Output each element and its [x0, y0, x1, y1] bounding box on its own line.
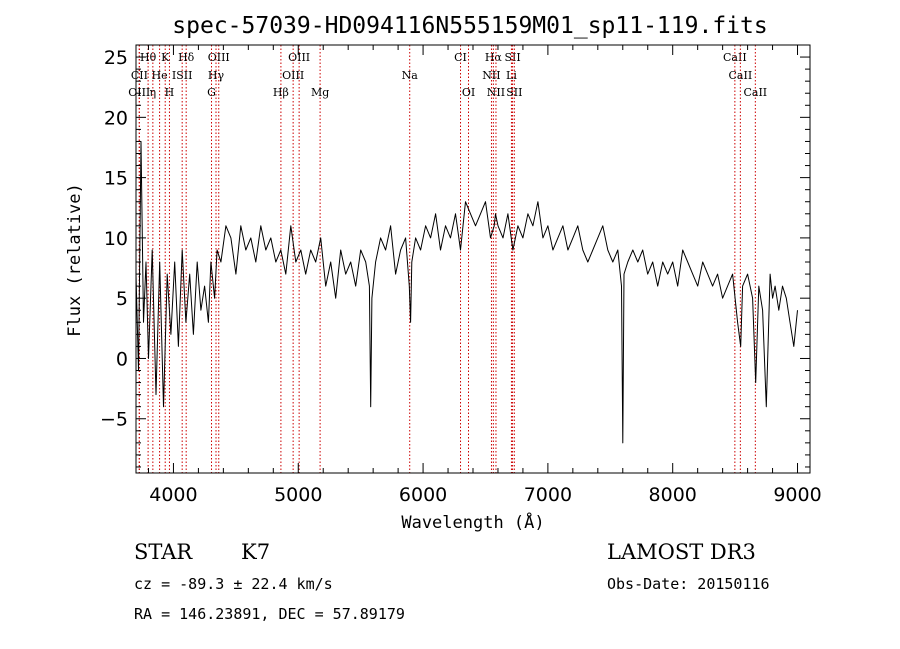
line-marker-label: Hδ — [178, 51, 195, 64]
line-marker-label: Hβ — [273, 86, 289, 99]
y-tick-label: 20 — [104, 107, 128, 129]
line-marker-label: Li — [506, 69, 517, 82]
line-marker-label: SII — [504, 51, 520, 64]
y-axis-label: Flux (relative) — [65, 183, 85, 337]
x-tick-label: 7000 — [524, 484, 572, 506]
line-marker-label: OIII — [288, 51, 310, 64]
y-tick-label: −5 — [100, 409, 128, 431]
ra-dec: RA = 146.23891, DEC = 57.89179 — [134, 605, 405, 623]
line-marker-label: NII — [482, 69, 500, 82]
x-tick-label: 4000 — [149, 484, 197, 506]
object-class: STAR — [134, 540, 193, 564]
line-marker-label: OIII — [282, 69, 304, 82]
y-tick-label: 0 — [116, 348, 128, 370]
line-marker-label: OIII — [208, 51, 230, 64]
y-tick-label: 5 — [116, 288, 128, 310]
x-tick-label: 8000 — [649, 484, 697, 506]
line-marker-label: ISII — [172, 69, 193, 82]
axes-ticks: 4000 5000 6000 7000 8000 9000 −5 0 5 10 15 20 25 — [100, 45, 822, 506]
line-marker-label: SII — [506, 86, 522, 99]
line-marker-label: Na — [402, 69, 419, 82]
object-subclass: K7 — [241, 540, 270, 564]
line-marker-label: CI — [454, 51, 467, 64]
line-marker-label: K — [161, 51, 170, 64]
line-marker-label: He — [152, 69, 168, 82]
line-marker-label: OIII — [128, 86, 150, 99]
line-marker-label: Hγ — [208, 69, 225, 82]
line-marker-label: G — [207, 86, 216, 99]
survey-name: LAMOST DR3 — [607, 540, 756, 564]
observation-date: Obs-Date: 20150116 — [607, 575, 770, 593]
line-marker-label: CaII — [729, 69, 753, 82]
flux-line — [135, 141, 798, 444]
x-axis-label: Wavelength (Å) — [401, 511, 544, 533]
line-marker-label: CaII — [723, 51, 747, 64]
redshift-cz: cz = -89.3 ± 22.4 km/s — [134, 575, 333, 593]
line-marker-label: η — [150, 86, 157, 99]
line-marker-label: CaII — [743, 86, 767, 99]
x-tick-label: 9000 — [773, 484, 821, 506]
flux-series — [135, 141, 798, 444]
line-marker-label: Hα — [485, 51, 503, 64]
line-marker-label: CII — [131, 69, 148, 82]
x-tick-label: 5000 — [274, 484, 322, 506]
line-marker-label: Hθ — [140, 51, 157, 64]
y-tick-label: 10 — [104, 228, 128, 250]
line-marker-label: Mg — [311, 86, 329, 99]
x-tick-label: 6000 — [399, 484, 447, 506]
y-tick-label: 25 — [104, 47, 128, 69]
y-tick-label: 15 — [104, 168, 128, 190]
chart-title: spec-57039-HD094116N555159M01_sp11-119.f… — [172, 13, 767, 39]
line-marker-label: OI — [462, 86, 475, 99]
line-marker-label: H — [165, 86, 175, 99]
line-marker-label: NII — [487, 86, 505, 99]
